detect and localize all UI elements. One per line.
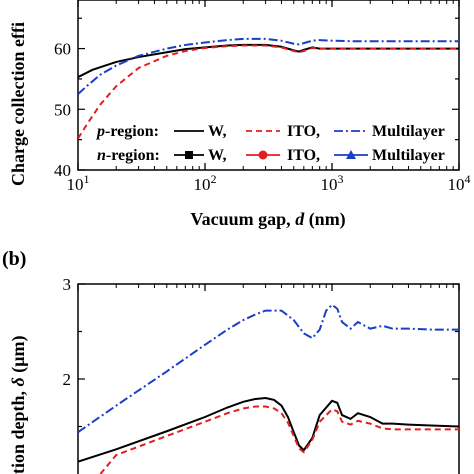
panel-a-x-tick-labels: 101 102 103 104 bbox=[67, 172, 471, 194]
legend-n-ito-circle-marker bbox=[258, 150, 268, 160]
series-line-p-ito bbox=[99, 405, 459, 474]
x-tick-label-base: 10 bbox=[67, 175, 84, 194]
x-axis-label-main: Vacuum gap, bbox=[190, 209, 295, 229]
legend-p-ito-label: ITO, bbox=[287, 123, 320, 140]
legend-p-multilayer-label: Multilayer bbox=[372, 123, 445, 140]
panel-a-y-axis-label: Charge collection effi bbox=[8, 22, 28, 186]
legend-n-multilayer-label: Multilayer bbox=[372, 147, 445, 164]
x-tick-label-base: 10 bbox=[194, 175, 211, 194]
series-line-p-multilayer bbox=[78, 303, 459, 434]
panel-a-ticks bbox=[77, 0, 460, 171]
series-line-p-multilayer bbox=[78, 37, 459, 95]
series-line-p-w bbox=[78, 43, 459, 79]
panel-a-plot-frame bbox=[77, 0, 460, 171]
panel-b-y-axis-label: tion depth, δ (μm) bbox=[8, 336, 29, 474]
legend-n-w-label: W, bbox=[208, 147, 227, 164]
x-tick-label-base: 10 bbox=[321, 175, 338, 194]
x-tick-label: 103 bbox=[321, 172, 344, 194]
panel-b-label: (b) bbox=[2, 248, 26, 270]
legend-p-w-label: W, bbox=[208, 123, 227, 140]
legend-n-ito-label: ITO, bbox=[287, 147, 320, 164]
panel-b-chart: 23 tion depth, δ (μm) bbox=[8, 275, 460, 474]
panel-b-ticks bbox=[77, 283, 460, 428]
legend-region-var: n bbox=[97, 147, 106, 164]
x-tick-label: 102 bbox=[194, 172, 217, 194]
x-tick-label-exp: 4 bbox=[465, 172, 471, 186]
panel-b-plot-frame bbox=[77, 283, 460, 474]
legend-region-var: p bbox=[95, 123, 105, 140]
y-axis-label-main: tion depth, bbox=[8, 386, 28, 474]
y-tick-label: 3 bbox=[63, 275, 72, 294]
x-tick-label-exp: 2 bbox=[211, 172, 217, 186]
y-tick-label: 50 bbox=[54, 100, 71, 119]
legend-region-text: -region: bbox=[105, 123, 159, 140]
legend-region-text: -region: bbox=[106, 147, 160, 164]
legend-n-w-square-marker bbox=[185, 151, 193, 159]
panel-a-y-tick-labels: 40 50 60 bbox=[54, 40, 71, 180]
x-tick-label-exp: 3 bbox=[338, 172, 344, 186]
x-tick-label: 104 bbox=[448, 172, 471, 194]
x-tick-label: 101 bbox=[67, 172, 90, 194]
panel-a-series bbox=[78, 37, 459, 139]
x-tick-label-base: 10 bbox=[448, 175, 465, 194]
series-line-p-w bbox=[78, 396, 459, 463]
y-tick-label: 60 bbox=[54, 40, 71, 59]
x-axis-label-var: d bbox=[295, 209, 305, 229]
legend-n-multilayer-triangle-marker bbox=[346, 150, 356, 159]
y-axis-label-var: δ bbox=[8, 377, 28, 386]
legend-row-p-label: p-region: bbox=[95, 123, 159, 140]
y-tick-label: 40 bbox=[54, 161, 71, 180]
panel-a-legend: p-region: W, ITO, Multilayer n-region: W… bbox=[95, 123, 445, 164]
x-tick-label-exp: 1 bbox=[84, 172, 90, 186]
x-axis-label-unit: (nm) bbox=[304, 209, 346, 230]
panel-b-series bbox=[78, 303, 459, 474]
panel-b-y-tick-labels: 23 bbox=[63, 275, 72, 389]
y-tick-label: 2 bbox=[63, 370, 72, 389]
series-line-p-ito bbox=[78, 44, 459, 139]
panel-a-x-axis-label: Vacuum gap, d (nm) bbox=[190, 209, 345, 230]
legend-row-n-label: n-region: bbox=[97, 147, 160, 164]
y-axis-label-unit: (μm) bbox=[8, 336, 29, 378]
